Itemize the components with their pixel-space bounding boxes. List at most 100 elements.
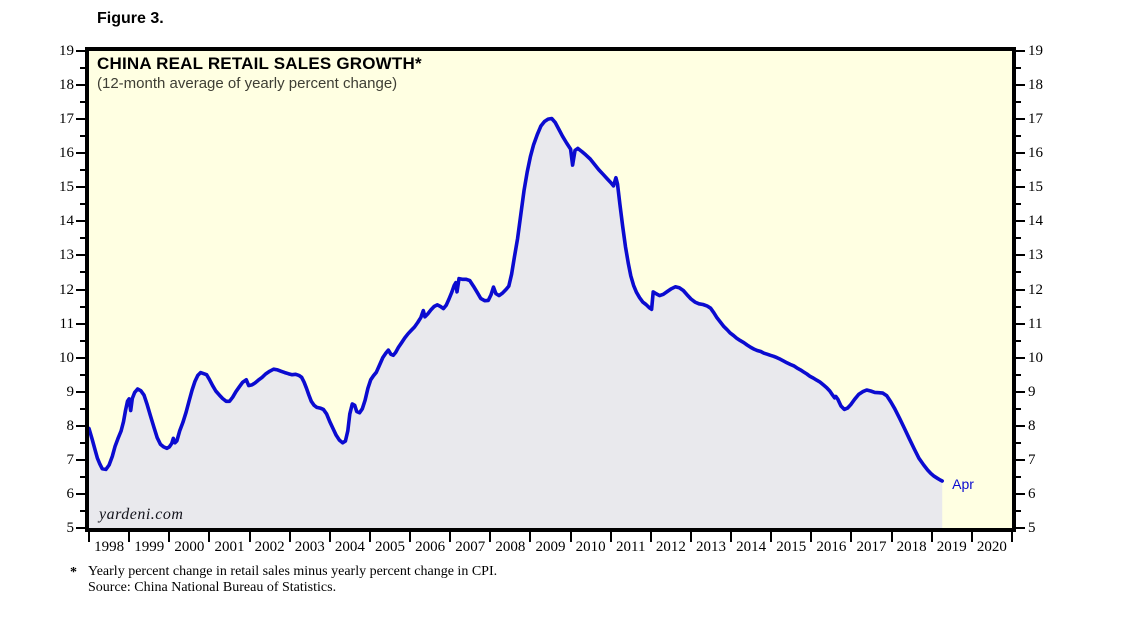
y-axis-label-left: 12 — [59, 281, 74, 298]
y-axis-minor-tick-right — [1016, 271, 1021, 274]
x-axis-year-tick — [609, 532, 612, 542]
x-axis-year-label: 2020 — [976, 539, 1007, 555]
x-axis-year-tick — [449, 532, 452, 542]
y-axis-minor-tick-left — [80, 101, 85, 104]
x-axis-year-tick — [730, 532, 733, 542]
y-axis-minor-tick-right — [1016, 407, 1021, 410]
area-fill — [89, 118, 943, 528]
y-axis-label-left: 15 — [59, 179, 74, 196]
x-axis-year-tick — [770, 532, 773, 542]
x-axis-year-label: 2019 — [936, 539, 967, 555]
y-axis-major-tick-left — [76, 220, 85, 223]
y-axis-minor-tick-right — [1016, 509, 1021, 512]
y-axis-major-tick-right — [1016, 390, 1025, 393]
y-axis-major-tick-left — [76, 118, 85, 121]
y-axis-minor-tick-right — [1016, 135, 1021, 138]
y-axis-minor-tick-right — [1016, 339, 1021, 342]
x-axis-year-label: 2002 — [254, 539, 285, 555]
y-axis-major-tick-left — [76, 288, 85, 291]
y-axis-minor-tick-left — [80, 339, 85, 342]
x-axis-year-label: 2007 — [455, 539, 486, 555]
y-axis-label-left: 11 — [59, 315, 74, 332]
x-axis-year-tick — [88, 532, 90, 542]
x-axis-year-label: 2014 — [736, 539, 767, 555]
y-axis-minor-tick-right — [1016, 203, 1021, 206]
y-axis-minor-tick-right — [1016, 441, 1021, 444]
y-axis-minor-tick-right — [1016, 475, 1021, 478]
y-axis-label-right: 9 — [1028, 383, 1036, 400]
x-axis-year-label: 2013 — [696, 539, 727, 555]
y-axis-major-tick-right — [1016, 288, 1025, 291]
y-axis-major-tick-right — [1016, 50, 1025, 52]
y-axis-major-tick-right — [1016, 152, 1025, 155]
x-axis-year-label: 2003 — [294, 539, 325, 555]
y-axis-major-tick-left — [76, 458, 85, 461]
chart-plot-area: CHINA REAL RETAIL SALES GROWTH* (12-mont… — [85, 47, 1016, 532]
y-axis-major-tick-left — [76, 186, 85, 189]
footnote-asterisk: * — [70, 565, 77, 580]
chart-subtitle: (12-month average of yearly percent chan… — [97, 75, 398, 92]
y-axis-major-tick-left — [76, 254, 85, 257]
y-axis-major-tick-right — [1016, 254, 1025, 257]
y-axis-minor-tick-left — [80, 237, 85, 240]
y-axis-minor-tick-left — [80, 135, 85, 138]
y-axis-major-tick-left — [76, 152, 85, 155]
y-axis-minor-tick-left — [80, 441, 85, 444]
y-axis-minor-tick-right — [1016, 169, 1021, 172]
y-axis-label-left: 10 — [59, 349, 74, 366]
x-axis-year-tick — [489, 532, 492, 542]
x-axis-year-label: 2009 — [535, 539, 566, 555]
y-axis-label-right: 17 — [1028, 111, 1043, 128]
x-axis-year-tick — [368, 532, 371, 542]
y-axis-major-tick-left — [76, 356, 85, 359]
y-axis-label-right: 12 — [1028, 281, 1043, 298]
y-axis-minor-tick-right — [1016, 305, 1021, 308]
x-axis-year-label: 2008 — [495, 539, 526, 555]
y-axis-major-tick-right — [1016, 492, 1025, 495]
x-axis-year-label: 2015 — [776, 539, 807, 555]
x-axis-year-tick — [930, 532, 933, 542]
footnote-source: Source: China National Bureau of Statist… — [88, 580, 337, 595]
x-axis-year-tick — [970, 532, 973, 542]
x-axis-year-label: 2010 — [575, 539, 606, 555]
x-axis-year-tick — [810, 532, 813, 542]
sales-growth-line — [89, 116, 944, 483]
y-axis-minor-tick-left — [80, 169, 85, 172]
y-axis-label-right: 13 — [1028, 247, 1043, 264]
y-axis-minor-tick-right — [1016, 237, 1021, 240]
footnote-definition: Yearly percent change in retail sales mi… — [88, 564, 498, 579]
y-axis-label-right: 15 — [1028, 179, 1043, 196]
y-axis-minor-tick-right — [1016, 373, 1021, 376]
y-axis-label-left: 16 — [59, 145, 74, 162]
y-axis-label-right: 19 — [1028, 43, 1043, 59]
y-axis-major-tick-right — [1016, 84, 1025, 87]
y-axis-major-tick-right — [1016, 118, 1025, 121]
chart-title: CHINA REAL RETAIL SALES GROWTH* — [97, 54, 422, 73]
y-axis-minor-tick-left — [80, 203, 85, 206]
y-axis-major-tick-right — [1016, 356, 1025, 359]
x-axis-year-label: 2006 — [415, 539, 446, 555]
x-axis-year-tick — [1011, 532, 1013, 542]
y-axis-major-tick-right — [1016, 186, 1025, 189]
y-axis-label-left: 13 — [59, 247, 74, 264]
y-axis-minor-tick-left — [80, 407, 85, 410]
y-axis-minor-tick-left — [80, 373, 85, 376]
y-axis-label-left: 7 — [66, 451, 75, 468]
y-axis-minor-tick-left — [80, 271, 85, 274]
y-axis-major-tick-left — [76, 527, 85, 529]
y-axis-label-right: 16 — [1028, 145, 1043, 162]
x-axis-year-label: 2011 — [616, 539, 646, 555]
figure-label: Figure 3. — [97, 10, 164, 27]
y-axis-label-right: 11 — [1028, 315, 1043, 332]
x-axis-year-tick — [890, 532, 893, 542]
x-axis-year-label: 2016 — [816, 539, 847, 555]
y-axis-label-left: 14 — [59, 213, 74, 230]
y-axis-major-tick-right — [1016, 527, 1025, 529]
y-axis-major-tick-right — [1016, 458, 1025, 461]
x-axis-year-label: 1998 — [94, 539, 125, 555]
y-axis-label-left: 19 — [59, 43, 74, 59]
y-axis-label-left: 9 — [66, 383, 75, 400]
y-axis-label-left: 8 — [66, 417, 75, 434]
x-axis-year-tick — [649, 532, 652, 542]
